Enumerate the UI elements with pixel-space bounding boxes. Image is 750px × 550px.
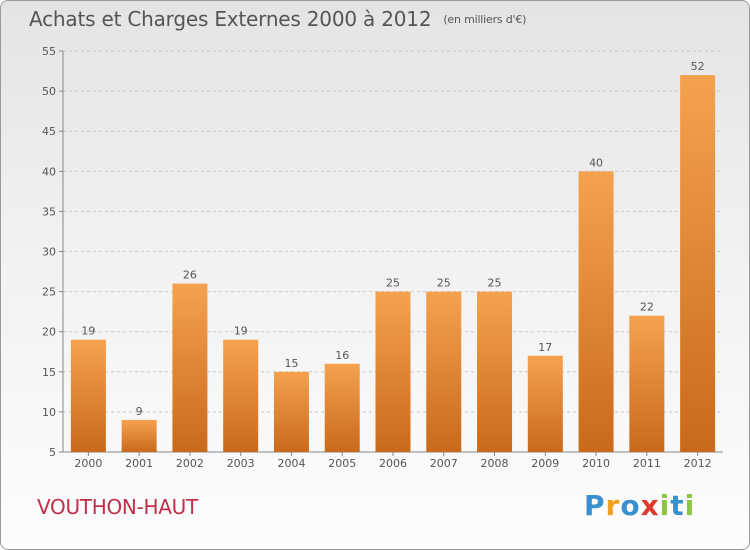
x-tick-label: 2007	[430, 457, 458, 470]
bar	[324, 363, 360, 452]
y-tick-label: 35	[42, 205, 56, 218]
y-tick-label: 40	[42, 165, 56, 178]
bar	[680, 75, 716, 452]
logo-letter: r	[605, 489, 621, 522]
bar	[527, 355, 563, 452]
logo-letter: i	[659, 489, 671, 522]
x-tick-label: 2011	[633, 457, 661, 470]
x-tick-label: 2009	[531, 457, 559, 470]
bar	[273, 371, 309, 452]
x-tick-label: 2010	[582, 457, 610, 470]
logo-letter: o	[620, 489, 641, 522]
x-tick-label: 2000	[74, 457, 102, 470]
proxiti-logo: Proxiti	[584, 489, 695, 522]
x-tick-label: 2005	[328, 457, 356, 470]
logo-letter: i	[684, 489, 696, 522]
chart-title: Achats et Charges Externes 2000 à 2012 (e…	[29, 7, 526, 31]
y-tick-label: 20	[42, 326, 56, 339]
x-tick-label: 2002	[176, 457, 204, 470]
logo-letter: x	[640, 489, 660, 522]
logo-letter: P	[584, 489, 606, 522]
y-tick-label: 5	[49, 446, 56, 459]
x-tick-label: 2003	[227, 457, 255, 470]
bar-value-label: 26	[183, 269, 197, 282]
bar-value-label: 25	[488, 277, 502, 290]
x-tick-label: 2006	[379, 457, 407, 470]
bar-value-label: 19	[81, 325, 95, 338]
bar-value-label: 9	[136, 405, 143, 418]
bar-value-label: 40	[589, 156, 603, 169]
y-tick-label: 30	[42, 246, 56, 259]
y-tick-label: 10	[42, 406, 56, 419]
x-tick-label: 2008	[481, 457, 509, 470]
y-tick-label: 15	[42, 366, 56, 379]
bar	[70, 339, 106, 452]
logo-letter: t	[670, 489, 685, 522]
bar-value-label: 19	[234, 325, 248, 338]
bar	[477, 291, 513, 452]
y-tick-label: 25	[42, 286, 56, 299]
bar-value-label: 25	[386, 277, 400, 290]
x-tick-label: 2012	[684, 457, 712, 470]
bar	[172, 283, 208, 452]
x-tick-label: 2001	[125, 457, 153, 470]
bar	[223, 339, 259, 452]
bar-value-label: 22	[640, 301, 654, 314]
bar-value-label: 15	[284, 357, 298, 370]
y-tick-label: 45	[42, 125, 56, 138]
x-tick-label: 2004	[277, 457, 305, 470]
title-text: Achats et Charges Externes 2000 à 2012	[29, 7, 432, 31]
bar	[375, 291, 411, 452]
bar	[578, 171, 614, 453]
y-tick-label: 50	[42, 85, 56, 98]
town-name: VOUTHON-HAUT	[37, 495, 198, 519]
y-tick-label: 55	[42, 45, 56, 58]
bar-value-label: 52	[691, 60, 705, 73]
bar-value-label: 25	[437, 277, 451, 290]
bar	[121, 419, 157, 452]
bar-value-label: 17	[538, 341, 552, 354]
bar	[629, 315, 665, 452]
unit-label: (en milliers d'€)	[443, 13, 527, 26]
bar-value-label: 16	[335, 349, 349, 362]
bar	[426, 291, 462, 452]
